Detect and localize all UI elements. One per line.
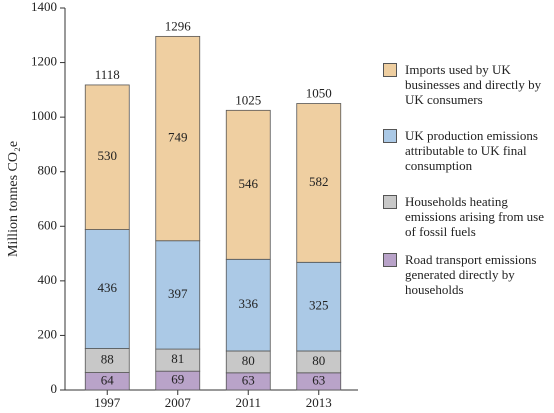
y-axis-label: Million tonnes CO₂e xyxy=(6,141,21,257)
legend-label: Road transport emissions generated direc… xyxy=(405,252,537,297)
value-label: 325 xyxy=(309,298,329,313)
legend-item: UK production emissions attributable to … xyxy=(383,128,553,173)
bar-segment xyxy=(155,35,201,242)
bar-segment xyxy=(296,103,342,263)
value-label: 749 xyxy=(168,130,188,145)
y-tick-label: 800 xyxy=(38,163,58,178)
total-label: 1050 xyxy=(306,85,332,100)
legend-swatch xyxy=(383,195,397,209)
y-tick-label: 0 xyxy=(51,381,58,396)
bar-segment xyxy=(225,258,271,352)
y-tick-label: 400 xyxy=(38,272,58,287)
value-label: 582 xyxy=(309,174,329,189)
bar-segment xyxy=(84,84,130,230)
x-tick-label: 2011 xyxy=(235,395,261,410)
value-label: 80 xyxy=(242,353,255,368)
legend-swatch xyxy=(383,63,397,77)
value-label: 63 xyxy=(242,372,255,387)
total-label: 1296 xyxy=(165,18,192,33)
y-tick-label: 1400 xyxy=(31,0,57,14)
legend-swatch xyxy=(383,253,397,267)
value-label: 69 xyxy=(171,372,184,387)
bar-segment xyxy=(296,261,342,352)
legend-label: UK production emissions attributable to … xyxy=(405,128,538,173)
value-label: 63 xyxy=(312,372,325,387)
legend-label: Imports used by UK businesses and direct… xyxy=(405,62,542,107)
y-tick-label: 1200 xyxy=(31,54,57,69)
y-tick-label: 600 xyxy=(38,217,58,232)
y-tick-label: 1000 xyxy=(31,108,57,123)
value-label: 436 xyxy=(98,280,118,295)
bar-segment xyxy=(155,240,201,350)
legend-swatch xyxy=(383,129,397,143)
value-label: 88 xyxy=(101,352,114,367)
total-label: 1118 xyxy=(95,67,120,82)
value-label: 546 xyxy=(239,176,259,191)
total-label: 1025 xyxy=(235,92,261,107)
value-label: 397 xyxy=(168,286,188,301)
value-label: 80 xyxy=(312,353,325,368)
legend-item: Road transport emissions generated direc… xyxy=(383,252,553,297)
x-tick-label: 2007 xyxy=(165,395,192,410)
value-label: 336 xyxy=(239,296,259,311)
x-tick-label: 1997 xyxy=(94,395,121,410)
legend-item: Imports used by UK businesses and direct… xyxy=(383,62,553,107)
y-tick-label: 200 xyxy=(38,326,58,341)
bar-segment xyxy=(225,109,271,260)
value-label: 81 xyxy=(171,351,184,366)
legend-item: Households heating emissions arising fro… xyxy=(383,194,553,239)
x-tick-label: 2013 xyxy=(306,395,332,410)
value-label: 530 xyxy=(98,148,118,163)
value-label: 64 xyxy=(101,372,115,387)
legend-label: Households heating emissions arising fro… xyxy=(405,194,545,239)
